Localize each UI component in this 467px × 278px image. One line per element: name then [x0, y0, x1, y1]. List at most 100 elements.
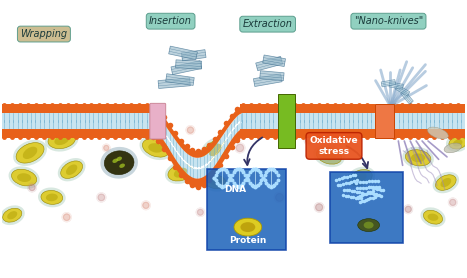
- Ellipse shape: [405, 150, 431, 166]
- Ellipse shape: [444, 143, 461, 153]
- Text: "Nano-knives": "Nano-knives": [354, 16, 423, 26]
- Circle shape: [236, 144, 244, 152]
- Ellipse shape: [45, 128, 78, 152]
- Bar: [392, 104, 465, 113]
- Ellipse shape: [113, 158, 118, 163]
- Bar: [293, 104, 375, 113]
- Ellipse shape: [38, 187, 66, 207]
- Ellipse shape: [355, 173, 367, 182]
- Ellipse shape: [54, 135, 69, 145]
- Circle shape: [267, 127, 273, 133]
- Ellipse shape: [411, 153, 425, 162]
- Ellipse shape: [446, 134, 467, 152]
- Ellipse shape: [165, 161, 196, 184]
- Bar: [277, 95, 295, 148]
- Text: DNA: DNA: [224, 185, 246, 194]
- Bar: [240, 113, 277, 121]
- Polygon shape: [153, 129, 242, 187]
- Ellipse shape: [12, 169, 37, 186]
- Circle shape: [366, 193, 371, 198]
- Ellipse shape: [203, 139, 227, 160]
- Bar: [240, 104, 277, 113]
- Polygon shape: [401, 90, 413, 104]
- Ellipse shape: [424, 210, 443, 224]
- Bar: [293, 113, 375, 129]
- Circle shape: [187, 127, 194, 133]
- Text: Insertion: Insertion: [149, 16, 192, 26]
- Ellipse shape: [148, 143, 163, 153]
- Ellipse shape: [17, 173, 31, 182]
- Bar: [392, 113, 465, 121]
- Circle shape: [37, 123, 43, 129]
- Text: Extraction: Extraction: [243, 19, 293, 29]
- Ellipse shape: [364, 222, 374, 229]
- Bar: [2, 113, 153, 129]
- Circle shape: [424, 122, 432, 130]
- Circle shape: [386, 130, 391, 136]
- Ellipse shape: [200, 136, 230, 163]
- FancyBboxPatch shape: [207, 169, 286, 250]
- Polygon shape: [153, 120, 242, 169]
- Ellipse shape: [428, 214, 439, 221]
- Ellipse shape: [46, 193, 58, 201]
- Circle shape: [143, 202, 149, 208]
- Ellipse shape: [16, 143, 44, 163]
- Ellipse shape: [347, 167, 375, 188]
- Ellipse shape: [449, 137, 467, 149]
- FancyBboxPatch shape: [150, 103, 166, 139]
- Bar: [2, 121, 153, 129]
- Bar: [2, 129, 153, 138]
- Ellipse shape: [142, 139, 169, 157]
- Circle shape: [64, 214, 70, 221]
- Circle shape: [345, 124, 353, 132]
- Polygon shape: [158, 78, 191, 88]
- Polygon shape: [153, 113, 242, 167]
- Ellipse shape: [201, 172, 229, 192]
- Polygon shape: [389, 82, 403, 89]
- Polygon shape: [254, 74, 282, 86]
- Ellipse shape: [7, 211, 17, 219]
- Bar: [392, 129, 465, 138]
- Bar: [240, 113, 277, 129]
- Ellipse shape: [432, 172, 459, 193]
- Polygon shape: [260, 71, 284, 81]
- Ellipse shape: [358, 219, 380, 232]
- Ellipse shape: [3, 208, 22, 222]
- Polygon shape: [176, 60, 202, 69]
- Bar: [392, 121, 465, 129]
- Ellipse shape: [119, 163, 125, 168]
- Bar: [293, 129, 375, 138]
- Circle shape: [104, 145, 109, 151]
- Ellipse shape: [440, 178, 451, 187]
- Circle shape: [305, 136, 313, 144]
- Polygon shape: [153, 106, 242, 158]
- Polygon shape: [153, 122, 242, 178]
- Bar: [375, 104, 394, 138]
- Circle shape: [316, 204, 323, 211]
- Ellipse shape: [116, 157, 122, 161]
- Circle shape: [454, 127, 461, 133]
- Ellipse shape: [209, 178, 221, 185]
- Ellipse shape: [436, 175, 456, 190]
- Bar: [293, 121, 375, 129]
- Ellipse shape: [168, 164, 193, 181]
- Ellipse shape: [61, 161, 83, 178]
- Ellipse shape: [209, 143, 221, 156]
- Ellipse shape: [140, 136, 172, 160]
- Ellipse shape: [23, 147, 37, 159]
- Bar: [240, 121, 277, 129]
- Ellipse shape: [13, 140, 47, 166]
- Ellipse shape: [8, 166, 40, 189]
- FancyBboxPatch shape: [330, 172, 403, 243]
- Ellipse shape: [48, 131, 76, 149]
- Ellipse shape: [428, 127, 448, 139]
- Polygon shape: [263, 55, 285, 66]
- Circle shape: [198, 209, 203, 215]
- Circle shape: [138, 127, 144, 133]
- Polygon shape: [256, 56, 283, 71]
- Polygon shape: [171, 61, 202, 75]
- Circle shape: [157, 116, 164, 124]
- Polygon shape: [181, 50, 206, 61]
- Ellipse shape: [41, 190, 63, 204]
- Text: Oxidative
stress: Oxidative stress: [310, 136, 358, 156]
